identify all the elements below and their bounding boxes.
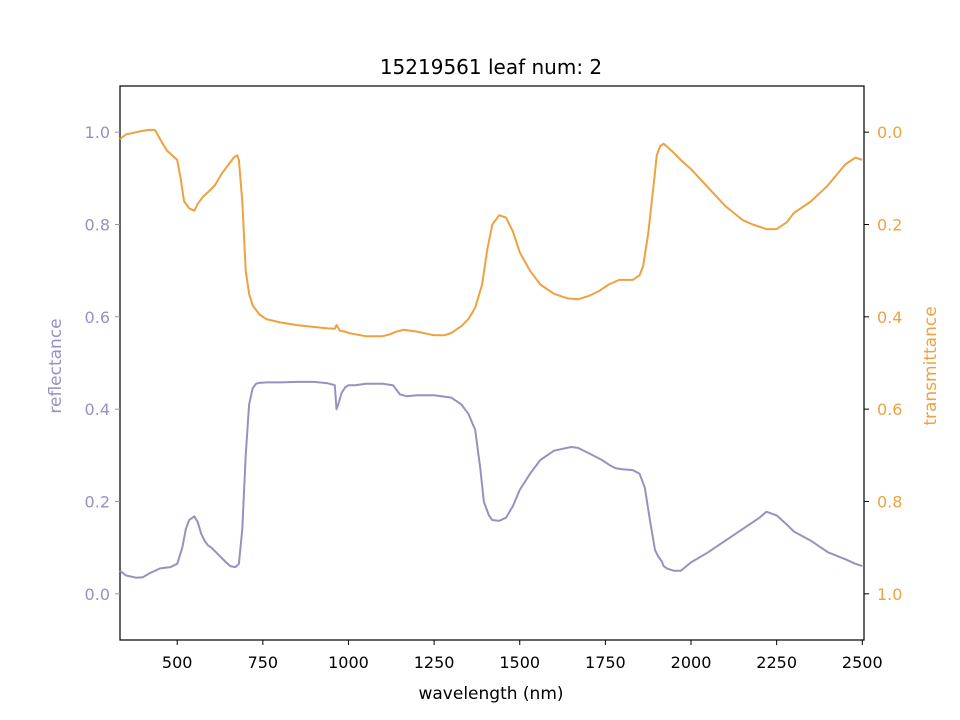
x-tick-label: 1750 bbox=[585, 653, 626, 672]
x-tick-label: 750 bbox=[248, 653, 279, 672]
y-axis-right: 0.0 0.2 0.4 0.6 0.8 1.0 bbox=[864, 123, 902, 604]
y-left-tick-label: 0.2 bbox=[85, 493, 110, 512]
y-axis-right-label: transmittance bbox=[921, 306, 941, 425]
y-right-tick-label: 0.8 bbox=[877, 493, 902, 512]
y-axis-left: 0.0 0.2 0.4 0.6 0.8 1.0 bbox=[85, 123, 120, 604]
x-tick-label: 2250 bbox=[756, 653, 797, 672]
y-right-tick-label: 0.4 bbox=[877, 308, 902, 327]
y-right-tick-label: 1.0 bbox=[877, 585, 902, 604]
x-tick-label: 2000 bbox=[671, 653, 712, 672]
x-axis-label: wavelength (nm) bbox=[418, 684, 563, 704]
chart-title: 15219561 leaf num: 2 bbox=[380, 55, 602, 79]
x-tick-label: 2500 bbox=[842, 653, 883, 672]
y-axis-left-label: reflectance bbox=[46, 318, 66, 413]
y-right-tick-label: 0.6 bbox=[877, 400, 902, 419]
y-left-tick-label: 0.0 bbox=[85, 585, 110, 604]
x-axis: 500 750 1000 1250 1500 1750 2000 2250 2500 bbox=[162, 640, 883, 672]
x-tick-label: 1000 bbox=[328, 653, 369, 672]
x-tick-label: 1250 bbox=[414, 653, 455, 672]
y-left-tick-label: 0.6 bbox=[85, 308, 110, 327]
reflectance-line bbox=[119, 380, 863, 579]
plot-frame bbox=[119, 85, 865, 641]
y-left-tick-label: 0.4 bbox=[85, 400, 110, 419]
y-left-tick-label: 1.0 bbox=[85, 123, 110, 142]
y-right-tick-label: 0.2 bbox=[877, 216, 902, 235]
series-layer bbox=[119, 128, 863, 579]
x-tick-label: 1500 bbox=[499, 653, 540, 672]
y-right-tick-label: 0.0 bbox=[877, 123, 902, 142]
x-tick-label: 500 bbox=[162, 653, 193, 672]
transmittance-line bbox=[119, 128, 863, 338]
y-left-tick-label: 0.8 bbox=[85, 216, 110, 235]
